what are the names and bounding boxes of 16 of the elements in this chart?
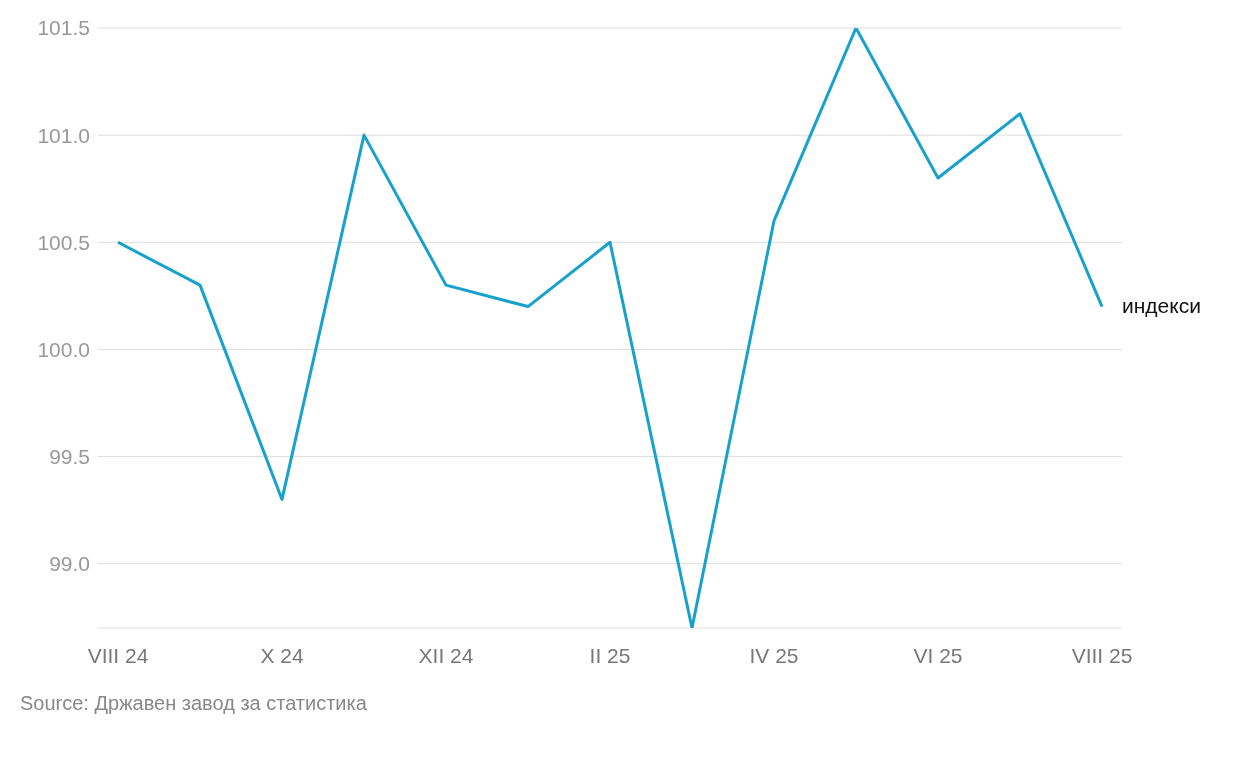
y-tick-label: 101.5 (37, 16, 90, 40)
y-tick-label: 101.0 (37, 123, 90, 147)
x-tick-label: X 24 (260, 643, 304, 667)
x-tick-label: VI 25 (913, 643, 963, 667)
y-tick-label: 99.5 (49, 445, 90, 469)
source-note: Source: Државен завод за статистика (20, 692, 368, 715)
line-series (116, 28, 1104, 628)
y-tick-label: 100.5 (37, 230, 90, 254)
y-tick-label: 99.0 (49, 552, 90, 576)
x-tick-label: II 25 (589, 643, 631, 667)
x-tick-label: VIII 25 (1071, 643, 1133, 667)
x-tick-label: IV 25 (749, 643, 799, 667)
series-label: индекси (1122, 293, 1201, 317)
x-tick-label: XII 24 (418, 643, 474, 667)
y-tick-label: 100.0 (37, 337, 90, 361)
x-tick-label: VIII 24 (87, 643, 149, 667)
